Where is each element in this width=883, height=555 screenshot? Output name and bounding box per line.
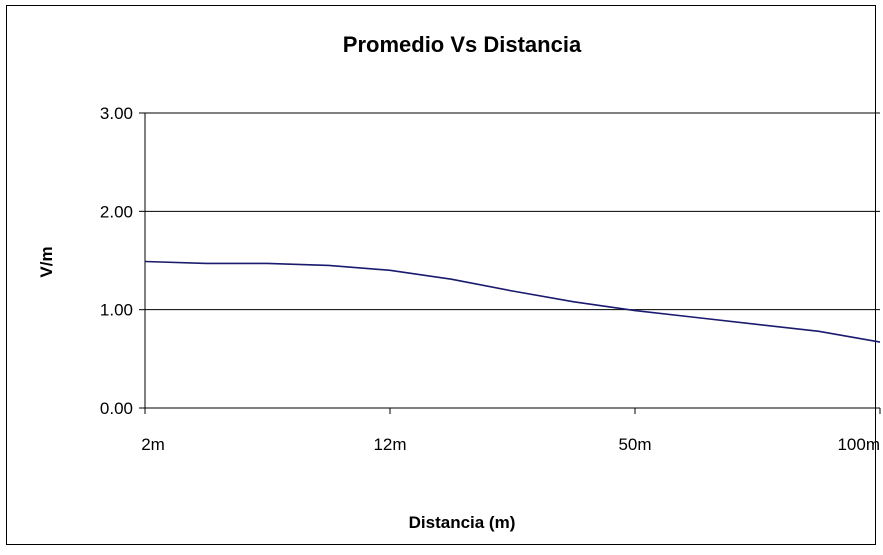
- y-tick-label: 1.00: [100, 301, 133, 320]
- x-axis-title: Distancia (m): [409, 513, 516, 532]
- x-tick-label: 12m: [373, 435, 406, 454]
- tick-labels: 0.00 1.00 2.00 3.00 2m 12m 50m 100m: [100, 104, 880, 454]
- chart-title: Promedio Vs Distancia: [343, 32, 582, 57]
- y-tick-label: 0.00: [100, 399, 133, 418]
- y-tick-label: 3.00: [100, 104, 133, 123]
- x-tick-label: 50m: [618, 435, 651, 454]
- y-axis-title: V/m: [37, 246, 56, 277]
- chart-frame: [6, 5, 876, 545]
- x-tick-label: 100m: [837, 435, 880, 454]
- x-tick-label: 2m: [141, 435, 165, 454]
- y-tick-label: 2.00: [100, 202, 133, 221]
- series-layer: [144, 260, 881, 343]
- series-line: [144, 260, 881, 343]
- gridlines: [145, 112, 880, 311]
- axes: [139, 112, 881, 414]
